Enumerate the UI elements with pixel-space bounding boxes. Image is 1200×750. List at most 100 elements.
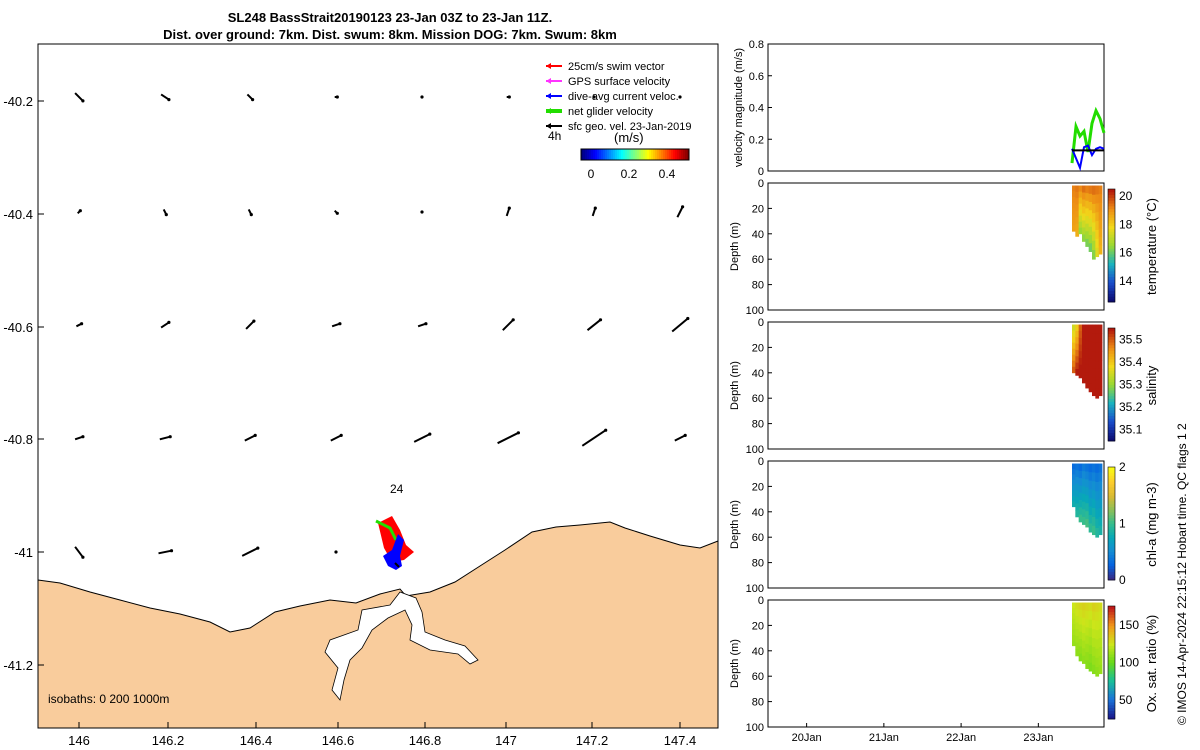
colorbar-cell (1108, 557, 1115, 561)
profile-cell (1088, 332, 1093, 342)
colorbar-cell (1108, 438, 1115, 442)
ytick-label: 80 (752, 280, 764, 292)
speed-colorbar-cell (659, 149, 662, 160)
profile-cell (1088, 662, 1093, 672)
profile-cell (1082, 478, 1086, 487)
geo-vector (74, 546, 84, 558)
profile-cell (1082, 655, 1086, 664)
colorbar-cell (1108, 395, 1115, 400)
profile-cell (1088, 628, 1093, 638)
profile-cell (1088, 506, 1093, 516)
speed-colorbar-cell (603, 149, 606, 160)
profile-cell (1098, 245, 1103, 255)
colorbar-cell (1108, 495, 1115, 499)
legend-label: dive-avg current veloc. (568, 91, 679, 103)
colorbar-cell (1108, 265, 1115, 269)
colorbar-cell (1108, 710, 1115, 714)
colorbar-cell (1108, 574, 1115, 578)
colorbar-cell (1108, 654, 1115, 658)
profile-cell (1088, 349, 1093, 359)
profile-panel: 0 20 40 60 80 100 Depth (m) 50 100 150 Ox. sat. ra… (729, 595, 1159, 744)
profile-cell (1085, 503, 1090, 512)
colorbar-cell (1108, 571, 1115, 575)
speed-colorbar-cell (669, 149, 672, 160)
profile-cell (1082, 486, 1086, 495)
colorbar-cell (1108, 509, 1115, 513)
speed-colorbar-cell (613, 149, 616, 160)
profile-cell (1098, 602, 1103, 612)
profile-cell (1072, 366, 1076, 374)
colorbar-label: Ox. sat. ratio (%) (1144, 615, 1159, 713)
profile-cell (1095, 611, 1100, 622)
geo-vector-head (80, 322, 84, 326)
speed-colorbar-cell (609, 149, 612, 160)
profile-cell (1085, 643, 1090, 653)
profile-cell (1085, 324, 1090, 333)
profile-cell (1072, 613, 1076, 620)
map-xtick-label: 146.4 (240, 733, 273, 748)
colorbar-cell (1108, 194, 1115, 198)
xtick-label: 21Jan (869, 732, 899, 744)
profile-cell (1088, 645, 1093, 655)
speed-colorbar-cell (643, 149, 646, 160)
profile-cell (1095, 221, 1100, 231)
colorbar-cell (1108, 467, 1115, 471)
colorbar-cell (1108, 253, 1115, 258)
geo-vector (676, 206, 684, 218)
geo-vector-head (420, 210, 424, 214)
series-line (1071, 144, 1105, 172)
profile-cell (1092, 386, 1096, 397)
colorbar-cell (1108, 276, 1115, 280)
profile-cell (1085, 610, 1090, 620)
profile-cell (1088, 497, 1093, 507)
profile-cell (1072, 634, 1076, 641)
speed-colorbar-cell (663, 149, 666, 160)
profile-cell (1092, 240, 1096, 251)
colorbar-tick-label: 0 (1119, 573, 1126, 587)
profile-cell (1098, 377, 1103, 388)
colorbar-tick-label: 150 (1119, 618, 1139, 632)
legend-label: 25cm/s swim vector (568, 61, 665, 73)
profile-cell (1088, 218, 1093, 228)
profile-cell (1095, 212, 1100, 222)
colorbar-cell (1108, 421, 1115, 425)
speed-colorbar-cell (687, 149, 690, 160)
colorbar-cell (1108, 526, 1115, 530)
profile-cell (1075, 349, 1080, 357)
speed-colorbar-cell (589, 149, 592, 160)
ytick-label: 20 (752, 481, 764, 493)
profile-cell (1082, 617, 1086, 626)
profile-cell (1092, 342, 1096, 352)
profile-cell (1098, 236, 1103, 246)
profile-cell (1085, 231, 1090, 240)
colorbar-cell (1108, 432, 1115, 436)
colorbar-cell (1108, 517, 1115, 522)
speed-colorbar-tick: 0.2 (621, 167, 638, 181)
profile-cell (1075, 490, 1080, 498)
ytick-label: 80 (752, 697, 764, 709)
profile-cell (1095, 666, 1100, 677)
colorbar-cell (1108, 222, 1115, 227)
ylabel: velocity magnitude (m/s) (733, 48, 745, 167)
colorbar-cell (1108, 656, 1115, 661)
profile-cell (1092, 351, 1096, 361)
profile-cell (1072, 191, 1076, 198)
profile-cell (1072, 336, 1076, 344)
profile-cell (1075, 602, 1080, 610)
geo-vector-head (604, 428, 608, 432)
profile-cell (1072, 330, 1076, 338)
geo-vector-head (167, 320, 171, 324)
isobaths-label: isobaths: 0 200 1000m (48, 692, 169, 706)
colorbar-cell (1108, 296, 1115, 300)
profile-cell (1072, 618, 1076, 625)
geo-vector-head (424, 322, 428, 326)
profile-cell (1098, 360, 1103, 370)
profile-cell (1088, 226, 1093, 236)
profile-cell (1082, 368, 1086, 377)
ytick-label: 0 (758, 456, 764, 468)
profile-cell (1092, 602, 1096, 612)
profile-cell (1095, 324, 1100, 335)
colorbar-cell (1108, 435, 1115, 439)
colorbar-cell (1108, 500, 1115, 505)
speed-colorbar-cell (685, 149, 688, 160)
